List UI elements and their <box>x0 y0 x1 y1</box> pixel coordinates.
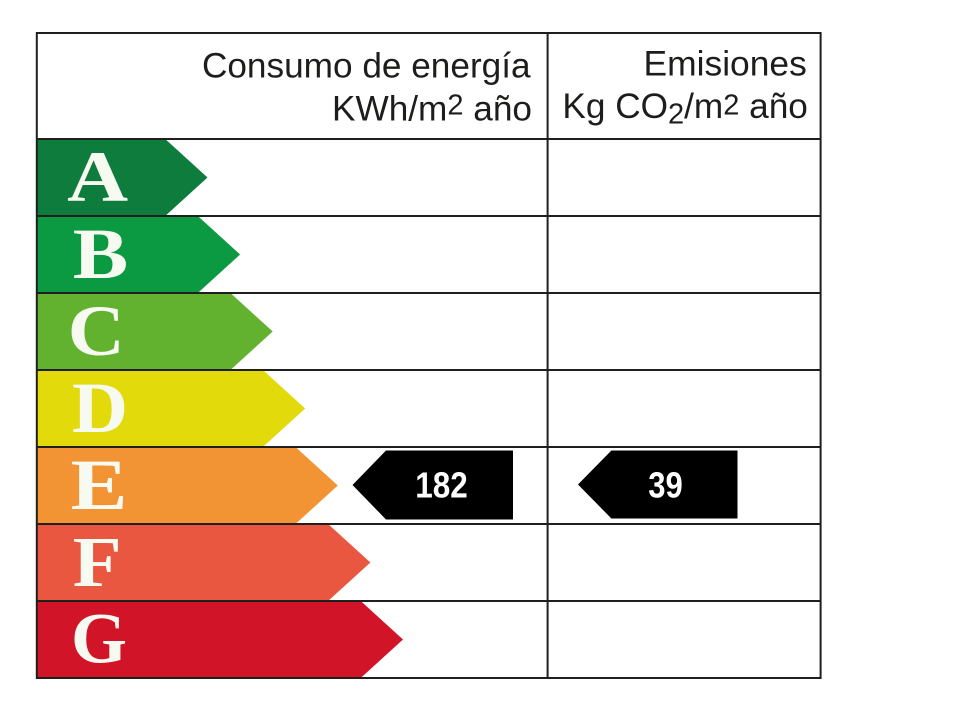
svg-text:F: F <box>73 522 122 602</box>
svg-text:D: D <box>72 368 128 448</box>
svg-text:B: B <box>73 214 129 294</box>
svg-text:39: 39 <box>648 465 683 506</box>
svg-text:A: A <box>67 137 128 217</box>
svg-text:E: E <box>71 445 128 525</box>
svg-text:Kg CO2/m2 año: Kg CO2/m2 año <box>562 87 807 131</box>
svg-text:Consumo de energía: Consumo de energía <box>202 46 531 85</box>
svg-text:182: 182 <box>415 465 468 506</box>
svg-text:C: C <box>68 291 125 371</box>
svg-text:KWh/m2 año: KWh/m2 año <box>332 89 532 128</box>
svg-text:G: G <box>71 599 127 679</box>
svg-text:Emisiones: Emisiones <box>644 44 807 84</box>
